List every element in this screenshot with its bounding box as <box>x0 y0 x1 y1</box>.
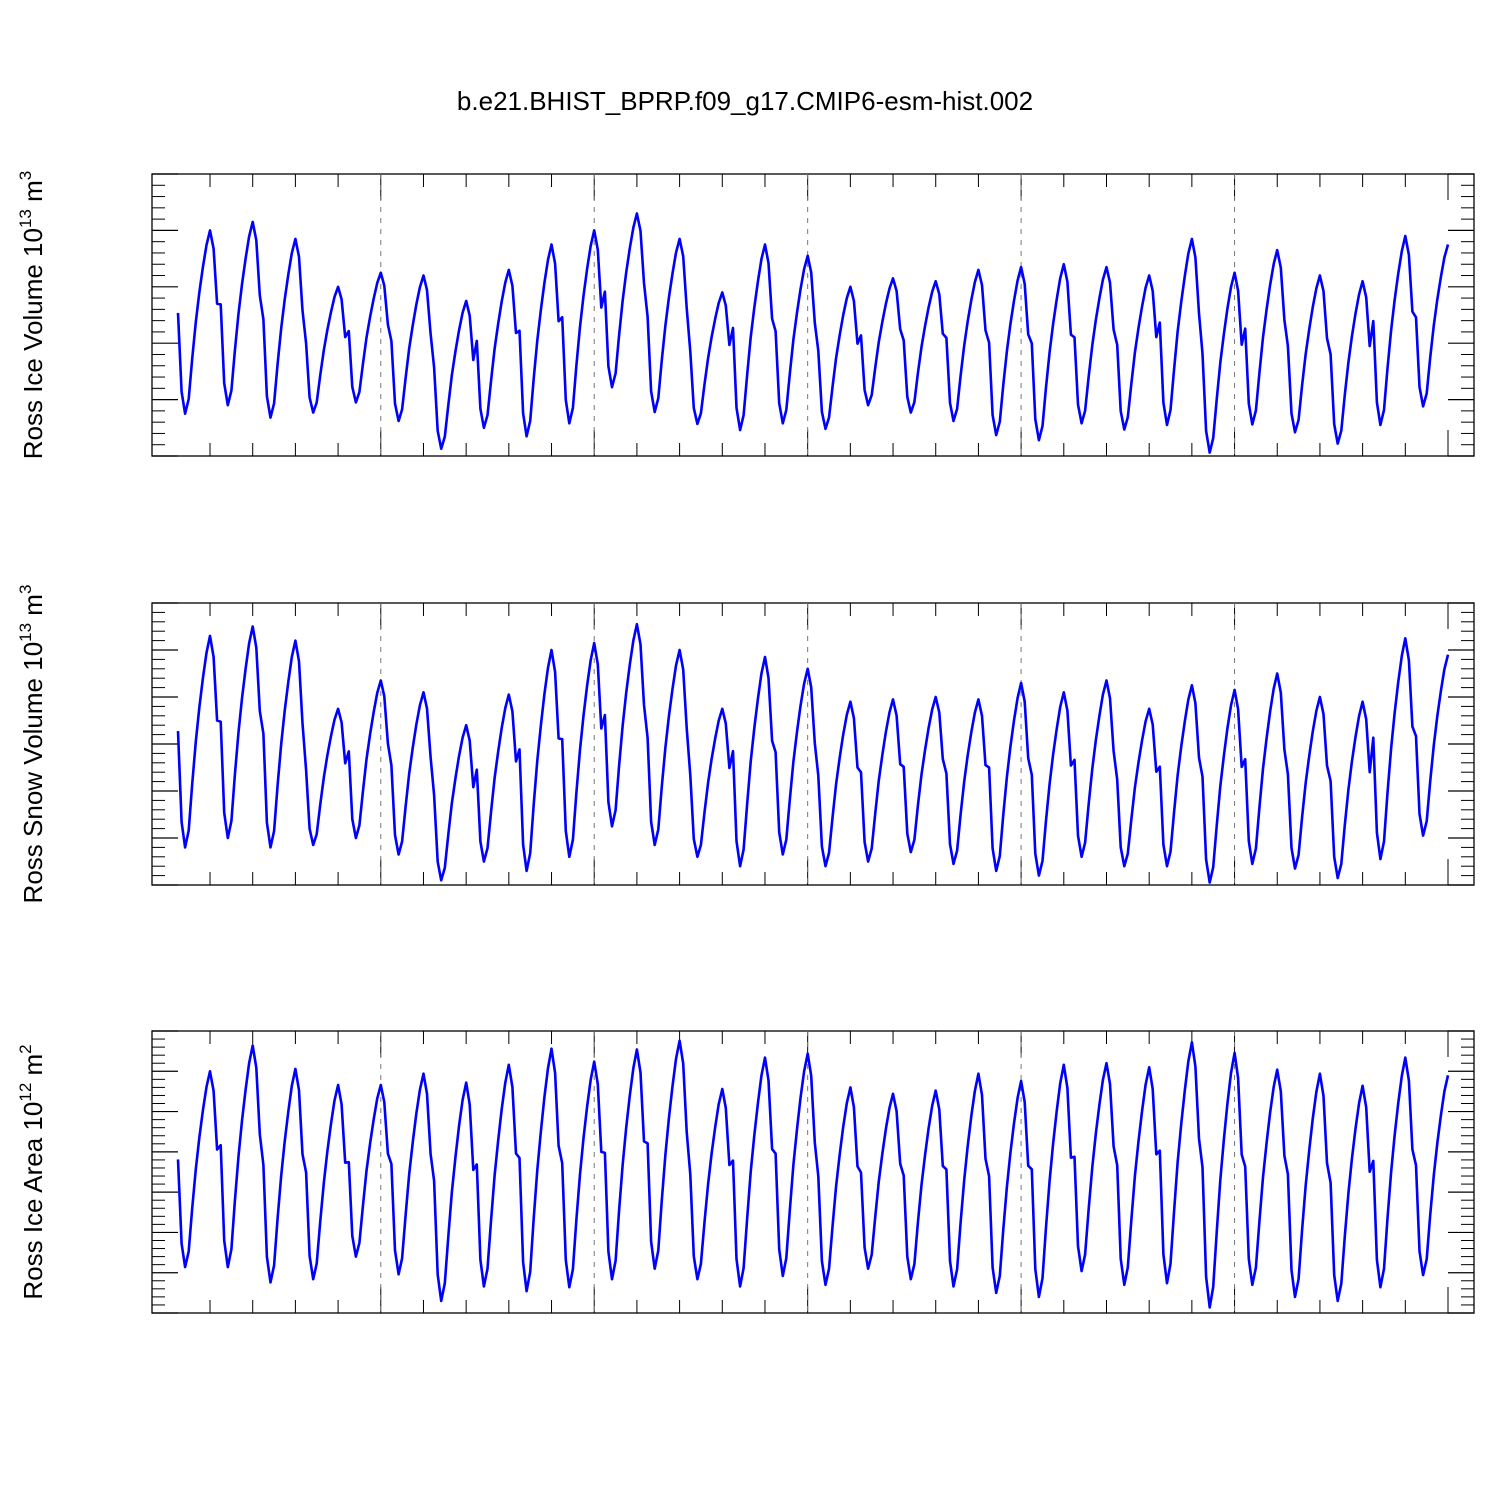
plot-frame <box>151 602 1475 886</box>
y-axis-label-part: 13 <box>16 209 35 228</box>
y-axis-label-part: 3 <box>16 585 35 594</box>
panel-ice-volume: Ross Ice Volume 1013 m3 <box>16 171 1475 460</box>
y-axis-label-part: m <box>18 1054 48 1083</box>
y-axis-label: Ross Snow Volume 1013 m3 <box>16 585 48 904</box>
y-axis-label-part: 12 <box>16 1083 35 1102</box>
panel-snow-volume: Ross Snow Volume 1013 m3 <box>16 585 1475 904</box>
y-axis-label-part: 13 <box>16 623 35 642</box>
plot-frame <box>151 1030 1475 1314</box>
y-axis-label-part: 3 <box>16 171 35 180</box>
y-axis-label-part: 2 <box>16 1044 35 1053</box>
chart-title: b.e21.BHIST_BPRP.f09_g17.CMIP6-esm-hist.… <box>457 86 1033 116</box>
plot-frame <box>151 173 1475 457</box>
y-axis-label-part: Ross Ice Area 10 <box>18 1102 48 1300</box>
y-axis-label-part: Ross Snow Volume 10 <box>18 642 48 904</box>
series-line <box>176 622 1450 884</box>
series-line <box>176 212 1450 454</box>
y-axis-label-part: m <box>18 180 48 209</box>
series-line <box>176 1039 1450 1309</box>
y-axis-label: Ross Ice Area 1012 m2 <box>16 1044 48 1299</box>
panel-ice-area: Ross Ice Area 1012 m2 <box>16 1030 1475 1314</box>
y-axis-label-part: m <box>18 594 48 623</box>
y-axis-label: Ross Ice Volume 1013 m3 <box>16 171 48 460</box>
y-axis-label-part: Ross Ice Volume 10 <box>18 228 48 459</box>
